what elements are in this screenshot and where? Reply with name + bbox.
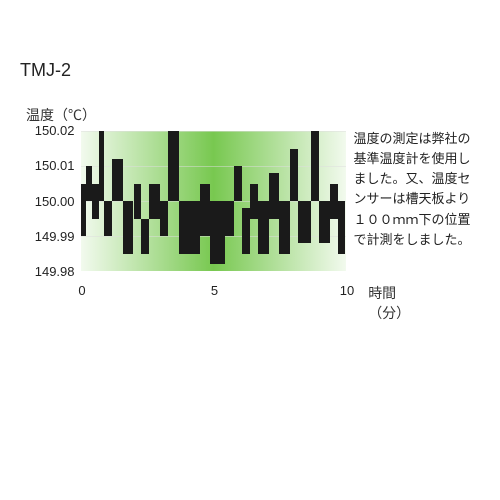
data-bar	[149, 184, 160, 219]
data-bar	[168, 131, 179, 201]
x-tick: 0	[78, 283, 85, 298]
data-bar	[250, 184, 258, 219]
y-axis: 150.02 150.01 150.00 149.99 149.98	[20, 124, 75, 279]
data-bar	[319, 201, 330, 243]
data-bar	[279, 201, 290, 254]
x-axis: 0 5 10 時間（分）	[82, 283, 347, 303]
data-bar	[258, 201, 269, 254]
data-bar	[179, 201, 200, 254]
data-bar	[112, 159, 123, 201]
data-bar	[141, 219, 149, 254]
data-bar	[104, 201, 112, 236]
x-tick: 10	[340, 283, 354, 298]
plot-area	[81, 131, 346, 271]
y-tick: 150.02	[35, 124, 75, 138]
data-bar	[269, 173, 280, 219]
x-tick: 5	[211, 283, 218, 298]
data-bar	[338, 201, 346, 254]
data-bar	[99, 131, 104, 201]
data-bar	[86, 166, 93, 201]
x-axis-label: 時間（分）	[368, 283, 410, 323]
y-axis-label: 温度（℃）	[26, 105, 480, 125]
data-bar	[234, 166, 242, 201]
y-tick: 149.99	[35, 230, 75, 244]
data-bar	[225, 201, 234, 236]
chart-container: TMJ-2 温度（℃） 150.02 150.01 150.00 149.99 …	[20, 60, 480, 303]
data-bar	[330, 184, 338, 219]
gridline	[81, 131, 346, 132]
caption-text: 温度の測定は弊社の基準温度計を使用しました。又、温度センサーは槽天板より１００ｍ…	[354, 129, 481, 250]
y-tick: 149.98	[35, 265, 75, 279]
chart-title: TMJ-2	[20, 60, 480, 81]
y-tick: 150.01	[35, 159, 75, 173]
data-bar	[92, 184, 99, 219]
data-bar	[200, 184, 211, 237]
data-bar	[210, 201, 225, 264]
y-tick: 150.00	[35, 195, 75, 209]
data-bar	[242, 208, 250, 254]
chart-row: 150.02 150.01 150.00 149.99 149.98 温度の測定…	[20, 131, 480, 279]
data-bar	[134, 184, 142, 219]
data-bar	[160, 201, 168, 236]
data-bar	[298, 201, 311, 243]
data-bar	[311, 131, 319, 201]
data-bar	[123, 201, 134, 254]
data-bar	[290, 149, 298, 202]
plot-wrap	[81, 131, 346, 271]
